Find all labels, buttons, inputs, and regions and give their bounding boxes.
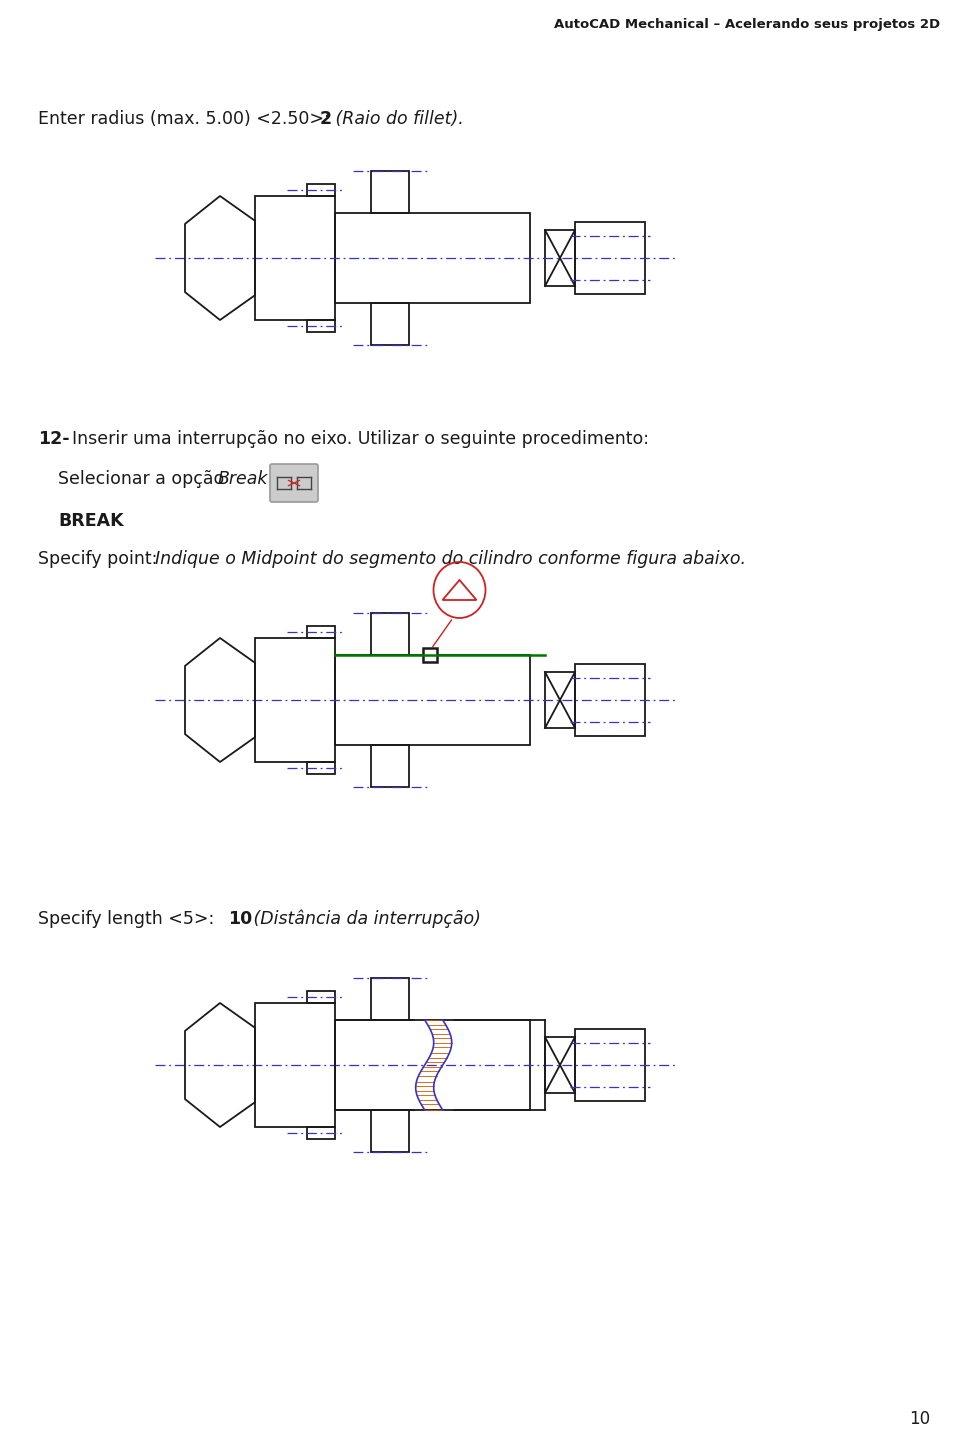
Text: AutoCAD Mechanical – Acelerando seus projetos 2D: AutoCAD Mechanical – Acelerando seus pro… bbox=[554, 17, 940, 30]
Bar bbox=[545, 231, 575, 286]
Text: 2: 2 bbox=[320, 110, 332, 128]
Bar bbox=[371, 172, 409, 213]
Bar bbox=[255, 1004, 335, 1128]
Bar bbox=[307, 320, 335, 332]
Bar bbox=[575, 663, 645, 735]
Bar bbox=[371, 978, 409, 1019]
Bar bbox=[371, 1110, 409, 1152]
Text: Selecionar a opção: Selecionar a opção bbox=[58, 470, 229, 487]
Bar bbox=[255, 637, 335, 761]
Text: Inserir uma interrupção no eixo. Utilizar o seguinte procedimento:: Inserir uma interrupção no eixo. Utiliza… bbox=[72, 430, 649, 448]
Text: 10: 10 bbox=[228, 910, 252, 929]
Text: BREAK: BREAK bbox=[58, 512, 124, 531]
Bar bbox=[307, 1128, 335, 1139]
Bar bbox=[422, 647, 437, 662]
Bar bbox=[371, 746, 409, 787]
Bar bbox=[307, 626, 335, 637]
Bar bbox=[545, 1037, 575, 1093]
Text: (Distância da interrupção): (Distância da interrupção) bbox=[248, 910, 481, 929]
Text: Enter radius (max. 5.00) <2.50>:: Enter radius (max. 5.00) <2.50>: bbox=[38, 110, 335, 128]
Text: 10: 10 bbox=[909, 1410, 930, 1428]
Bar bbox=[307, 185, 335, 196]
Text: Specify length <5>:: Specify length <5>: bbox=[38, 910, 214, 929]
Text: 12-: 12- bbox=[38, 430, 70, 448]
Bar bbox=[335, 655, 530, 746]
Bar bbox=[575, 222, 645, 294]
Bar bbox=[307, 761, 335, 774]
Bar bbox=[545, 672, 575, 728]
Bar bbox=[371, 613, 409, 655]
FancyBboxPatch shape bbox=[270, 464, 318, 502]
Text: (Raio do fillet).: (Raio do fillet). bbox=[330, 110, 464, 128]
Bar bbox=[371, 303, 409, 345]
Bar bbox=[255, 196, 335, 320]
Text: Specify point:: Specify point: bbox=[38, 549, 163, 568]
Bar bbox=[575, 1030, 645, 1102]
Text: Break: Break bbox=[218, 470, 269, 487]
Bar bbox=[307, 991, 335, 1004]
Text: Indique o Midpoint do segmento do cilindro conforme figura abaixo.: Indique o Midpoint do segmento do cilind… bbox=[155, 549, 746, 568]
Bar bbox=[335, 1019, 530, 1110]
Bar bbox=[335, 213, 530, 303]
